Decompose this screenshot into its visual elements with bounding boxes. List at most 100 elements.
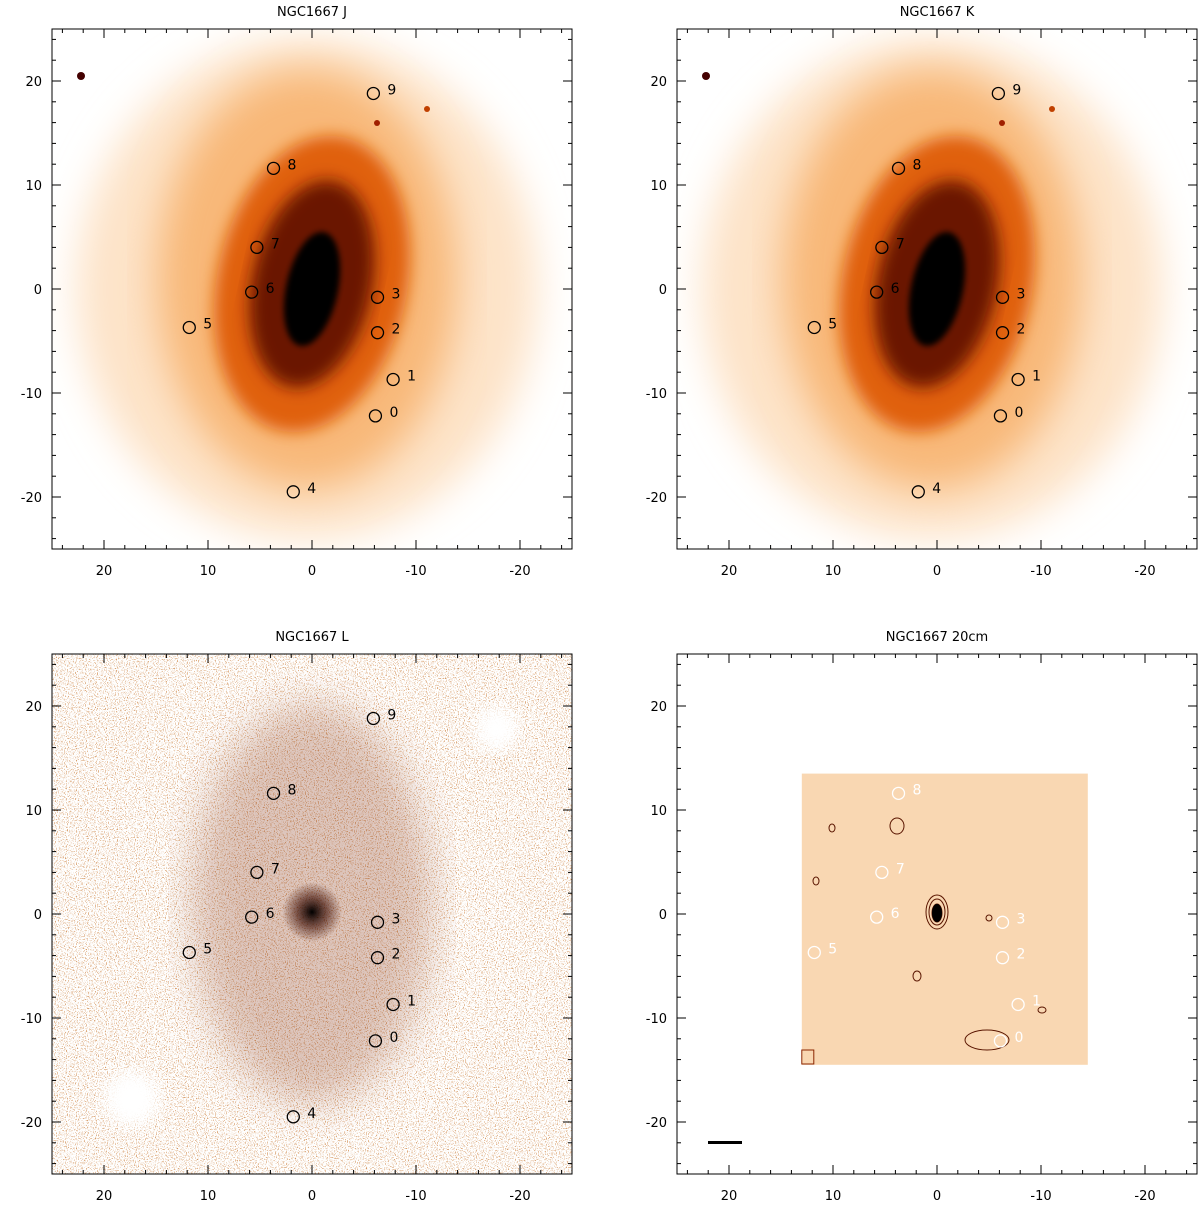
panel: 20 10 0 -10 -20 -20 -10 0 10 20 0 1 2 3 4 5 6 7 8 9 xyxy=(646,28,1198,579)
source-marker xyxy=(368,409,383,423)
source-marker xyxy=(891,161,906,176)
y-tick-label: -10 xyxy=(21,1012,42,1027)
x-tick-label: -20 xyxy=(509,564,530,579)
source-marker xyxy=(870,910,884,924)
image xyxy=(677,654,1197,1174)
y-tick-label: 0 xyxy=(34,283,42,298)
source-marker xyxy=(368,1034,383,1048)
y-tick-label: 10 xyxy=(25,179,42,194)
source-marker xyxy=(286,1110,300,1124)
source-marker xyxy=(245,910,259,924)
source-marker xyxy=(266,161,281,176)
chart-title: NGC1667 20cm xyxy=(886,630,988,645)
source-label: 3 xyxy=(392,286,401,302)
source-marker xyxy=(993,409,1008,423)
y-tick-label: -10 xyxy=(646,387,667,402)
source-label: 7 xyxy=(271,861,280,877)
source-marker xyxy=(370,951,385,965)
panel: 20 10 0 -10 -20 -20 -10 0 10 20 0 1 2 3 4 5 6 7 8 9 xyxy=(21,653,573,1204)
source-marker xyxy=(991,86,1006,101)
x-tick-label: -10 xyxy=(1030,1189,1051,1204)
source-label: 7 xyxy=(896,236,905,252)
source-label: 1 xyxy=(1032,993,1041,1009)
y-tick-label: -20 xyxy=(21,491,42,506)
source-label: 3 xyxy=(1017,911,1026,927)
y-tick-label: -20 xyxy=(646,491,667,506)
source-marker xyxy=(995,290,1010,304)
x-tick-label: 20 xyxy=(96,1189,113,1204)
source-label: 5 xyxy=(203,941,212,957)
source-label: 7 xyxy=(271,236,280,252)
x-tick-label: 20 xyxy=(721,1189,738,1204)
x-tick-label: -20 xyxy=(1134,1189,1155,1204)
source-label: 7 xyxy=(896,861,905,877)
source-marker xyxy=(386,997,400,1012)
source-label: 2 xyxy=(1017,947,1026,963)
source-marker xyxy=(993,1034,1008,1048)
source-label: 8 xyxy=(288,782,297,798)
source-marker xyxy=(286,485,300,499)
x-tick-label: -10 xyxy=(405,1189,426,1204)
source-marker xyxy=(366,86,381,101)
source-marker xyxy=(995,951,1010,965)
source-marker xyxy=(807,320,821,335)
source-marker xyxy=(891,786,906,801)
panel: 20 10 0 -10 -20 -20 -10 0 10 20 0 1 2 3 5 6 7 8 xyxy=(646,653,1198,1204)
source-label: 2 xyxy=(1017,322,1026,338)
source-label: 2 xyxy=(392,322,401,338)
y-tick-label: 10 xyxy=(25,804,42,819)
y-tick-label: 20 xyxy=(25,700,42,715)
source-label: 0 xyxy=(389,405,398,421)
source-label: 6 xyxy=(266,281,275,297)
source-label: 8 xyxy=(913,157,922,173)
source-marker xyxy=(1011,372,1025,387)
y-tick-label: 10 xyxy=(650,804,667,819)
source-marker xyxy=(807,945,821,960)
source-marker xyxy=(366,711,381,726)
x-tick-label: 10 xyxy=(825,564,842,579)
source-label: 6 xyxy=(891,906,900,922)
source-marker xyxy=(182,945,196,960)
source-marker xyxy=(995,326,1010,340)
x-tick-label: 20 xyxy=(96,564,113,579)
x-tick-label: 0 xyxy=(933,564,941,579)
source-label: 3 xyxy=(392,911,401,927)
y-tick-label: 0 xyxy=(659,908,667,923)
source-marker xyxy=(182,320,196,335)
source-label: 1 xyxy=(407,993,416,1009)
source-marker xyxy=(911,485,925,499)
chart-title: NGC1667 L xyxy=(275,630,349,645)
chart-title: NGC1667 J xyxy=(277,5,347,20)
source-label: 8 xyxy=(913,782,922,798)
image xyxy=(52,29,572,549)
x-tick-label: 0 xyxy=(933,1189,941,1204)
source-marker xyxy=(386,372,400,387)
source-label: 4 xyxy=(932,481,941,497)
source-label: 2 xyxy=(392,947,401,963)
x-tick-label: 10 xyxy=(200,564,217,579)
y-tick-label: -20 xyxy=(21,1116,42,1131)
image xyxy=(52,654,572,1174)
source-label: 5 xyxy=(828,941,837,957)
source-label: 0 xyxy=(1014,1030,1023,1046)
source-marker xyxy=(875,865,889,880)
image xyxy=(677,29,1197,549)
x-tick-label: 0 xyxy=(308,564,316,579)
source-label: 0 xyxy=(389,1030,398,1046)
source-label: 8 xyxy=(288,157,297,173)
source-label: 9 xyxy=(1012,82,1021,98)
source-label: 3 xyxy=(1017,286,1026,302)
x-tick-label: 10 xyxy=(200,1189,217,1204)
source-marker xyxy=(1011,997,1025,1012)
y-tick-label: 0 xyxy=(34,908,42,923)
source-marker xyxy=(266,786,281,801)
source-marker xyxy=(870,285,884,299)
y-tick-label: -10 xyxy=(646,1012,667,1027)
y-tick-label: -20 xyxy=(646,1116,667,1131)
y-tick-label: 20 xyxy=(25,75,42,90)
source-marker xyxy=(245,285,259,299)
x-tick-label: -10 xyxy=(1030,564,1051,579)
source-label: 4 xyxy=(307,481,316,497)
source-marker xyxy=(875,240,889,255)
source-label: 5 xyxy=(828,316,837,332)
